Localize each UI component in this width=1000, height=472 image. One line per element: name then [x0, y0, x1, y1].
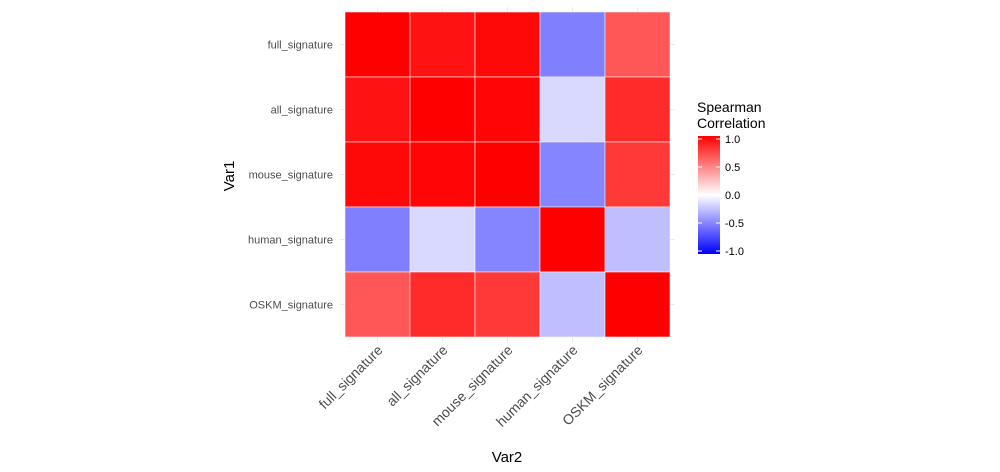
heatmap-cell: [409, 11, 476, 78]
y-tick-label: full_signature: [268, 40, 333, 52]
heatmap-cell: [539, 11, 606, 78]
heatmap-cell: [604, 206, 671, 273]
x-tick-label: full_signature: [315, 342, 385, 412]
heatmap-cell: [344, 271, 411, 338]
x-tick-labels: full_signatureall_signaturemouse_signatu…: [315, 342, 645, 430]
heatmap-cell: [409, 76, 476, 143]
legend-tick-label: 0.0: [725, 190, 740, 202]
legend-title-line-2: Correlation: [697, 115, 765, 131]
y-tick-label: OSKM_signature: [249, 300, 333, 312]
legend: Spearman Correlation 1.0 0.5 0.0 -0.5 -1.0: [697, 99, 765, 258]
y-tick-label: human_signature: [248, 235, 333, 247]
heatmap-cell: [344, 206, 411, 273]
heatmap-cell: [539, 271, 606, 338]
legend-tick-label: -1.0: [725, 246, 744, 258]
legend-title-line-1: Spearman: [697, 99, 762, 115]
heatmap-cell: [344, 11, 411, 78]
heatmap-tiles: [344, 11, 671, 338]
heatmap-cell: [474, 11, 541, 78]
heatmap-cell: [409, 271, 476, 338]
heatmap-cell: [539, 206, 606, 273]
heatmap-cell: [409, 141, 476, 208]
heatmap-cell: [604, 271, 671, 338]
heatmap-cell: [344, 141, 411, 208]
heatmap-cell: [539, 141, 606, 208]
heatmap-cell: [409, 206, 476, 273]
x-tick-label: all_signature: [383, 342, 451, 410]
heatmap-cell: [344, 76, 411, 143]
y-tick-label: mouse_signature: [249, 170, 333, 182]
legend-colorbar: [698, 136, 720, 254]
heatmap-cell: [474, 76, 541, 143]
y-tick-label: all_signature: [271, 105, 333, 117]
heatmap-cell: [539, 76, 606, 143]
y-tick-labels: full_signature all_signature mouse_signatu…: [248, 40, 333, 312]
heatmap-cell: [474, 141, 541, 208]
y-axis-title: Var1: [221, 161, 238, 192]
x-axis-title: Var2: [492, 449, 523, 466]
heatmap-cell: [604, 11, 671, 78]
heatmap-cell: [604, 141, 671, 208]
heatmap-cell: [474, 271, 541, 338]
legend-tick-label: 0.5: [725, 162, 740, 174]
legend-ticks: 1.0 0.5 0.0 -0.5 -1.0: [698, 134, 744, 258]
heatmap-cell: [474, 206, 541, 273]
legend-tick-label: 1.0: [725, 134, 740, 146]
legend-tick-label: -0.5: [725, 218, 744, 230]
heatmap-cell: [604, 76, 671, 143]
